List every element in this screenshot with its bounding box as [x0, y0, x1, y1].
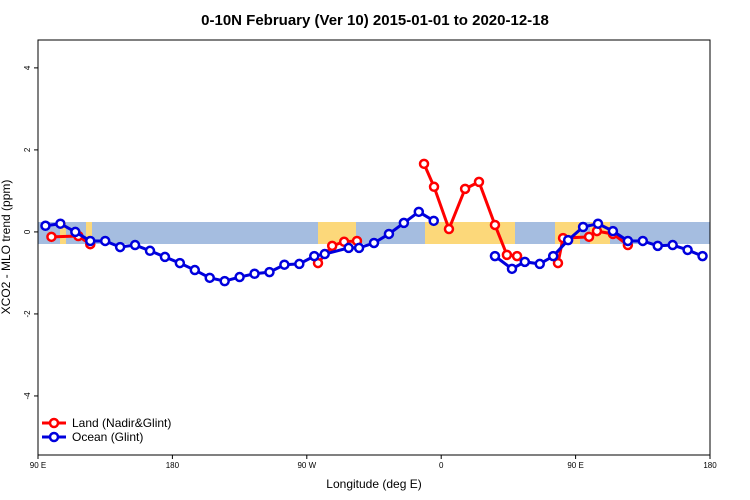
point	[489, 219, 501, 231]
legend-label: Ocean (Glint)	[72, 430, 143, 444]
point	[473, 176, 485, 188]
point	[562, 234, 574, 246]
point	[547, 250, 559, 262]
y-tick-label: 4	[23, 65, 32, 70]
plot-frame	[37, 39, 711, 456]
point	[46, 231, 57, 243]
point	[443, 223, 455, 235]
point	[489, 250, 501, 262]
point	[552, 257, 564, 269]
point	[114, 241, 126, 253]
point	[249, 268, 260, 279]
point	[294, 258, 305, 270]
point	[607, 225, 619, 237]
legend-label: Land (Nadir&Glint)	[72, 416, 171, 430]
point	[144, 245, 156, 257]
y-tick-label: 2	[23, 147, 32, 152]
point	[534, 258, 546, 270]
point	[55, 218, 66, 229]
point	[159, 251, 171, 263]
point	[428, 215, 439, 227]
point	[368, 237, 380, 249]
point	[413, 206, 425, 218]
legend-marker	[48, 417, 60, 429]
point	[383, 228, 395, 240]
y-tick-label: -2	[23, 310, 32, 318]
x-tick-label: 90 W	[297, 461, 316, 470]
y-tick-label: -4	[23, 392, 32, 400]
point	[418, 158, 430, 170]
point	[129, 239, 141, 251]
ocean-strip	[38, 222, 710, 244]
x-tick-label: 180	[703, 461, 717, 470]
land-patch	[60, 222, 66, 244]
point	[398, 217, 410, 229]
point	[319, 248, 330, 260]
point	[70, 226, 81, 238]
point	[428, 181, 440, 193]
legend-marker	[48, 431, 60, 443]
point	[174, 257, 186, 269]
point	[592, 218, 604, 229]
land-patch	[86, 222, 92, 244]
point	[501, 249, 513, 261]
point	[279, 259, 290, 270]
point	[697, 250, 708, 262]
point	[667, 239, 678, 251]
point	[353, 242, 365, 254]
point	[40, 220, 51, 232]
x-tick-label: 90 E	[30, 461, 46, 470]
x-tick-label: 180	[166, 461, 180, 470]
point	[577, 221, 589, 233]
x-tick-label: 0	[439, 461, 444, 470]
point	[85, 235, 96, 247]
point	[326, 240, 338, 252]
x-axis-label: Longitude (deg E)	[326, 477, 421, 491]
point	[264, 266, 275, 278]
point	[506, 263, 518, 275]
point	[511, 250, 523, 262]
point	[343, 242, 354, 254]
point	[309, 250, 320, 262]
point	[682, 244, 693, 256]
point	[99, 235, 111, 247]
y-tick-label: 0	[23, 229, 32, 234]
point	[622, 235, 634, 247]
point	[204, 272, 215, 284]
point	[234, 271, 245, 283]
point	[189, 264, 201, 276]
point	[637, 235, 649, 247]
map-strip	[38, 222, 710, 244]
point	[583, 231, 595, 243]
chart-title: 0-10N February (Ver 10) 2015-01-01 to 20…	[201, 12, 549, 29]
x-tick-label: 90 E	[567, 461, 583, 470]
point	[519, 256, 531, 268]
point	[219, 275, 230, 287]
point	[459, 183, 471, 195]
y-axis-label: XCO2 - MLO trend (ppm)	[0, 180, 13, 315]
point	[652, 240, 663, 252]
land-patch	[455, 222, 515, 244]
